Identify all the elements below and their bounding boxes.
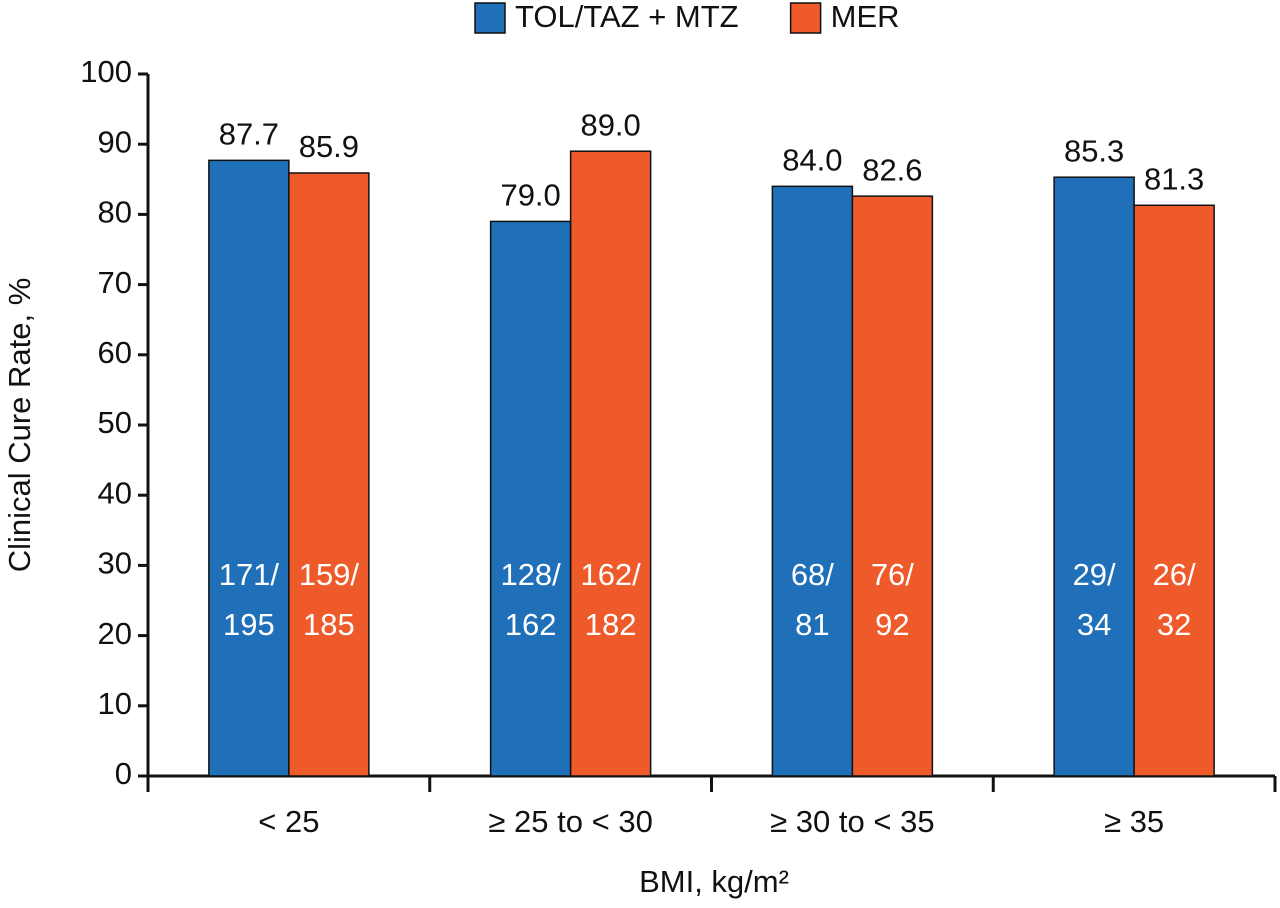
value-label: 87.7 [219,117,279,152]
count-label: 162 [505,607,557,642]
y-tick-label: 50 [98,405,132,440]
bar [851,195,934,777]
bar [288,172,370,777]
legend-label: MER [831,0,900,34]
count-label: 159/ [299,557,360,592]
value-label: 82.6 [862,152,922,187]
count-label: 185 [303,607,355,642]
value-label: 85.3 [1064,133,1124,168]
legend-swatch [789,2,822,34]
count-label: 32 [1157,607,1191,642]
count-label: 162/ [580,557,641,592]
y-axis-label: Clinical Cure Rate, % [2,278,37,573]
count-label: 26/ [1153,557,1196,592]
y-tick-label: 80 [98,195,132,230]
bar [1053,176,1135,777]
value-label: 85.9 [299,129,359,164]
value-label: 79.0 [500,178,560,213]
count-label: 81 [795,607,829,642]
count-label: 128/ [500,557,561,592]
x-axis-label: BMI, kg/m² [639,864,789,899]
x-tick-label: < 25 [258,804,319,839]
count-label: 195 [223,607,275,642]
y-tick-label: 40 [98,475,132,510]
value-label: 89.0 [580,107,640,142]
bar [1133,204,1215,777]
count-label: 171/ [219,557,280,592]
y-tick-label: 10 [98,686,132,721]
bar [208,159,290,777]
legend-swatch [474,2,506,34]
value-label: 81.3 [1144,161,1204,196]
count-label: 182 [585,607,637,642]
y-tick-label: 90 [98,124,132,159]
legend-label: TOL/TAZ + MTZ [515,0,739,34]
count-label: 29/ [1073,557,1116,592]
bar [771,185,854,777]
x-tick-label: ≥ 30 to < 35 [770,804,934,839]
value-label: 84.0 [782,143,842,178]
x-tick-label: ≥ 25 to < 30 [488,804,652,839]
count-label: 68/ [791,557,834,592]
x-tick-label: ≥ 35 [1104,804,1164,839]
count-label: 34 [1077,607,1111,642]
bar [569,150,652,777]
y-tick-label: 60 [98,335,132,370]
y-tick-label: 100 [80,54,132,89]
y-tick-label: 30 [98,546,132,581]
count-label: 76/ [871,557,914,592]
count-label: 92 [875,607,909,642]
y-tick-label: 0 [115,756,132,791]
y-tick-label: 70 [98,265,132,300]
bar [489,220,572,777]
y-tick-label: 20 [98,616,132,651]
